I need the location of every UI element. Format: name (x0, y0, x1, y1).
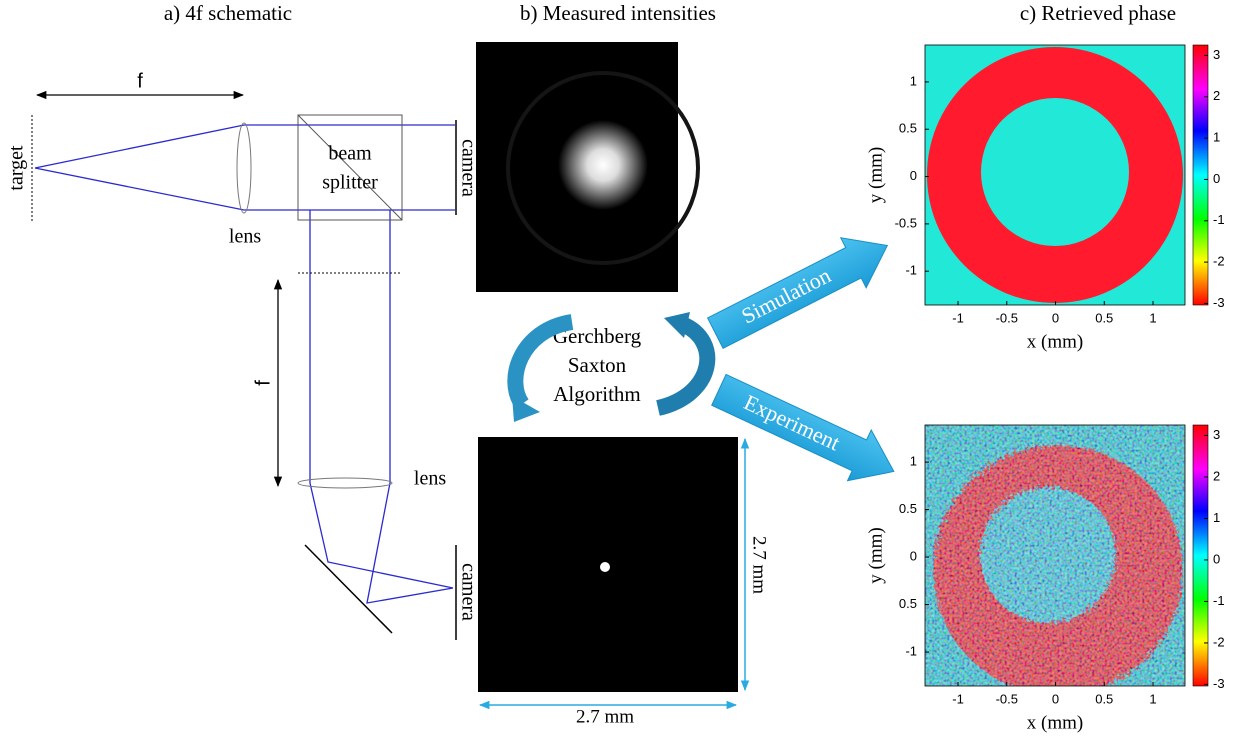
colorbar (1193, 425, 1208, 686)
y-axis-label: y (mm) (865, 147, 886, 203)
x-tick-label: 0.5 (1095, 310, 1113, 325)
x-tick-label: 0.5 (1095, 691, 1113, 706)
page: a) 4f schematic f target lens beam split… (0, 0, 1238, 740)
colorbar-tick-label: 2 (1213, 88, 1220, 103)
x-tick-label: 0 (1052, 691, 1059, 706)
lens (298, 478, 392, 488)
y-tick-label: 0.5 (899, 501, 917, 516)
splitter-diagonal (298, 115, 402, 220)
colorbar-tick-label: 0 (1213, 171, 1220, 186)
panel-title: c) Retrieved phase (1020, 1, 1176, 25)
y-tick-label: -0.5 (895, 215, 917, 230)
colorbar-tick-label: 1 (1213, 510, 1220, 525)
intensity-spot (558, 120, 648, 210)
colorbar-tick-label: 2 (1213, 468, 1220, 483)
x-tick-label: 1 (1149, 310, 1156, 325)
colorbar-tick-label: 3 (1213, 47, 1220, 62)
colorbar-tick-label: 0 (1213, 551, 1220, 566)
y-tick-label: -1 (905, 644, 917, 659)
algorithm-label: Algorithm (553, 382, 641, 406)
colorbar-tick-label: -3 (1213, 295, 1225, 310)
intensity-spot (600, 562, 610, 572)
figure: a) 4f schematic f target lens beam split… (0, 0, 1238, 740)
colorbar-tick-label: 1 (1213, 130, 1220, 145)
phase-map (925, 425, 1185, 695)
y-tick-label: 0 (910, 549, 917, 564)
colorbar-tick-label: -1 (1213, 593, 1225, 608)
phase-map (925, 45, 1185, 305)
y-tick-label: -1 (905, 263, 917, 278)
y-axis-label: y (mm) (865, 527, 886, 583)
algorithm: Gerchberg Saxton Algorithm (512, 312, 707, 422)
y-tick-label: 0.5 (899, 596, 917, 611)
y-tick-label: 1 (910, 453, 917, 468)
simulation-arrow: Simulation (703, 221, 900, 359)
splitter-label: beam (328, 143, 372, 165)
target-label: target (6, 145, 28, 191)
x-tick-label: -0.5 (996, 691, 1018, 706)
lens-label: lens (229, 226, 261, 248)
focal-label: f (252, 380, 274, 386)
lens-label: lens (414, 468, 446, 490)
x-axis-label: x (mm) (1027, 712, 1083, 733)
colorbar-tick-label: -3 (1213, 676, 1225, 691)
algorithm-label: Saxton (568, 353, 627, 377)
splitter-label: splitter (322, 172, 378, 194)
colorbar-tick-label: -1 (1213, 212, 1225, 227)
colorbar-tick-label: -2 (1213, 634, 1225, 649)
panel-title: b) Measured intensities (520, 1, 716, 25)
y-tick-label: 0 (910, 168, 917, 183)
dimension-label: 2.7 mm (749, 536, 770, 594)
x-axis-label: x (mm) (1027, 331, 1083, 352)
colorbar-tick-label: -2 (1213, 254, 1225, 269)
y-tick-label: 1 (910, 73, 917, 88)
colorbar (1193, 45, 1208, 305)
beam-paths (35, 125, 455, 603)
x-tick-label: -1 (952, 310, 964, 325)
dimension-label: 2.7 mm (576, 706, 634, 727)
panel-title: a) 4f schematic (164, 1, 292, 25)
lens (237, 123, 251, 213)
x-tick-label: 0 (1052, 310, 1059, 325)
colorbar-tick-label: 3 (1213, 427, 1220, 442)
camera-label: camera (457, 563, 479, 621)
x-tick-label: -1 (952, 691, 964, 706)
x-tick-label: 1 (1149, 691, 1156, 706)
mirror (305, 545, 392, 633)
panel-a: a) 4f schematic f target lens beam split… (6, 1, 480, 640)
x-tick-label: -0.5 (996, 310, 1018, 325)
y-tick-label: 0.5 (899, 121, 917, 136)
focal-label: f (137, 70, 143, 92)
